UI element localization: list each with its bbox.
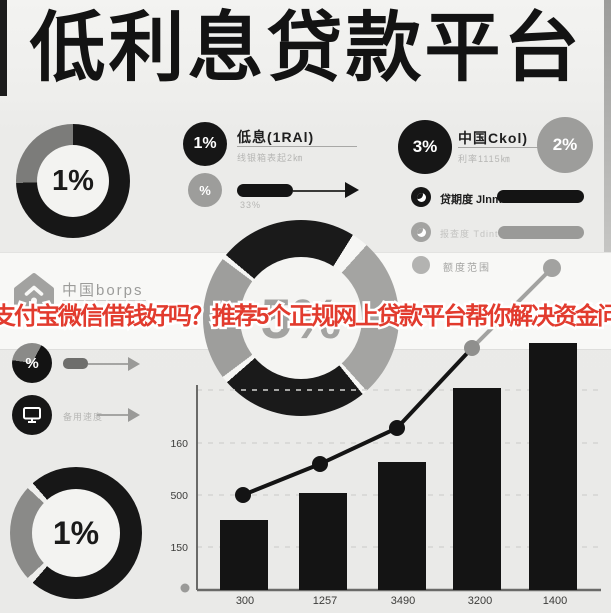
percent-circle-icon: % bbox=[12, 343, 52, 383]
china-row1-label: 贷期度 Jlnm bbox=[440, 194, 502, 206]
credit-label: 备用速度 bbox=[63, 412, 104, 422]
low-interest-subtext: 线银箱表起2㎞ bbox=[237, 153, 304, 163]
china-label: 中国Ckol) bbox=[458, 130, 528, 146]
arrow-line bbox=[97, 414, 128, 416]
red-headline: 找支付宝微信借钱好吗？推荐5个正规网上贷款平台帮你解决资金问题 bbox=[0, 301, 611, 333]
x-tick-label: 3490 bbox=[391, 595, 415, 607]
progress-caption: 33% bbox=[240, 200, 262, 210]
brand-text: 中国borps bbox=[62, 282, 144, 299]
donut-chart-top-left: 1% bbox=[16, 124, 130, 238]
divider bbox=[237, 146, 357, 147]
trend-point bbox=[235, 487, 251, 503]
y-tick-label: 500 bbox=[170, 490, 188, 502]
y-tick-label: 150 bbox=[170, 542, 188, 554]
trend-segment bbox=[242, 462, 321, 497]
y-tick-label: 160 bbox=[170, 438, 188, 450]
donut-top-left-value: 1% bbox=[37, 145, 109, 217]
arrow-right-icon bbox=[345, 182, 359, 198]
x-tick-label: 1257 bbox=[313, 595, 337, 607]
china-black-badge: 3% bbox=[398, 120, 452, 174]
china-row2-label: 报查度 Tdint bbox=[440, 229, 499, 239]
china-subtext: 利率1115㎞ bbox=[458, 154, 511, 164]
china-gray-badge: 2% bbox=[537, 117, 593, 173]
bar-300 bbox=[220, 520, 268, 590]
x-tick-label: 300 bbox=[236, 595, 254, 607]
trend-segment bbox=[395, 346, 474, 430]
x-tick-label: 3200 bbox=[468, 595, 492, 607]
donut-center-value: 5% bbox=[240, 257, 362, 379]
x-tick-label: 1400 bbox=[543, 595, 567, 607]
arrow-line bbox=[293, 190, 345, 192]
arrow-right-icon bbox=[128, 357, 140, 371]
monitor-glyph bbox=[23, 407, 41, 423]
arrow-line bbox=[88, 363, 128, 365]
donut-chart-bottom-left: 1% bbox=[10, 467, 142, 599]
trend-point bbox=[389, 420, 405, 436]
monitor-icon bbox=[12, 395, 52, 435]
bar-3490 bbox=[378, 462, 426, 590]
half-moon-glyph bbox=[416, 227, 426, 237]
half-moon-glyph bbox=[416, 192, 426, 202]
bullet-dot-icon bbox=[412, 256, 430, 274]
mini-pill bbox=[63, 358, 88, 369]
low-interest-badge: 1% bbox=[183, 122, 227, 166]
donut-bottom-left-value: 1% bbox=[32, 489, 120, 577]
trend-point bbox=[312, 456, 328, 472]
percent-badge: % bbox=[188, 173, 222, 207]
china-row3-label: 额度范围 bbox=[443, 263, 491, 274]
bar-3200 bbox=[453, 388, 501, 590]
clock-icon-gray bbox=[411, 222, 431, 242]
bar-pill-gray bbox=[498, 226, 584, 239]
donut-chart-center: 5% bbox=[203, 220, 399, 416]
trend-segment bbox=[319, 426, 398, 466]
arrow-right-icon bbox=[128, 408, 140, 422]
clock-icon bbox=[411, 187, 431, 207]
bar-1400 bbox=[529, 343, 577, 590]
bar-pill-black bbox=[497, 190, 584, 203]
home-icon bbox=[14, 273, 54, 312]
right-edge-strip bbox=[604, 0, 611, 255]
page-title: 低利息贷款平台 bbox=[29, 6, 583, 91]
left-edge-strip bbox=[0, 0, 7, 96]
brand-underline bbox=[62, 300, 146, 301]
bar-1257 bbox=[299, 493, 347, 590]
low-interest-label: 低息(1RAl) bbox=[237, 129, 315, 145]
progress-pill bbox=[237, 184, 293, 197]
divider bbox=[458, 147, 562, 148]
